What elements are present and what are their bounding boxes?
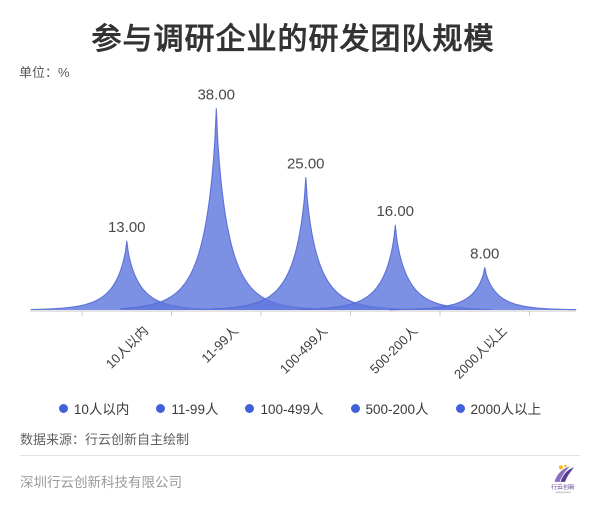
chart-legend: 10人以内 11-99人 100-499人 500-200人 2000人以上 <box>0 397 600 419</box>
logo-swoosh-dark <box>560 467 575 482</box>
company-logo: 行云创新 <box>551 464 575 494</box>
logo-wordmark: 行云创新 <box>551 483 575 491</box>
logo-subtext-bar <box>555 491 571 494</box>
x-axis-label-3: 500-200人 <box>366 323 420 377</box>
legend-label: 10人以内 <box>73 402 130 417</box>
x-axis-label-4: 2000人以上 <box>450 323 510 382</box>
logo-dot-small <box>564 464 567 468</box>
legend-label: 100-499人 <box>260 402 324 417</box>
x-axis-label-0: 10人以内 <box>103 323 152 372</box>
logo-dot <box>558 465 563 470</box>
legend-label: 11-99人 <box>171 402 219 417</box>
footer-divider <box>20 455 580 456</box>
legend-item-1[interactable]: 11-99人 <box>156 398 218 418</box>
legend-item-4[interactable]: 2000人以上 <box>455 398 542 418</box>
logo-swoosh-light <box>554 466 570 482</box>
unit-label: 单位：% <box>19 65 70 80</box>
legend-dot-icon <box>350 403 360 413</box>
page-title: 参与调研企业的研发团队规模 <box>91 23 495 56</box>
legend-dot-icon <box>245 403 255 413</box>
legend-label: 2000人以上 <box>470 402 542 417</box>
company-name: 深圳行云创新科技有限公司 <box>20 475 182 490</box>
source-note: 数据来源：行云创新自主绘制 <box>20 432 190 447</box>
x-axis-label-2: 100-499人 <box>276 323 331 377</box>
legend-item-3[interactable]: 500-200人 <box>350 398 429 418</box>
legend-dot-icon <box>156 403 166 413</box>
x-axis-label-1: 11-99人 <box>198 323 241 366</box>
x-axis-labels: 10人以内 11-99人 100-499人 500-200人 2000人以上 <box>103 323 510 382</box>
legend-label: 500-200人 <box>365 402 429 417</box>
legend-dot-icon <box>58 403 68 413</box>
legend-item-2[interactable]: 100-499人 <box>245 398 324 418</box>
legend-dot-icon <box>455 403 465 413</box>
legend-item-0[interactable]: 10人以内 <box>58 398 130 418</box>
footer-bar: 深圳行云创新科技有限公司 行云创新 <box>20 461 580 501</box>
